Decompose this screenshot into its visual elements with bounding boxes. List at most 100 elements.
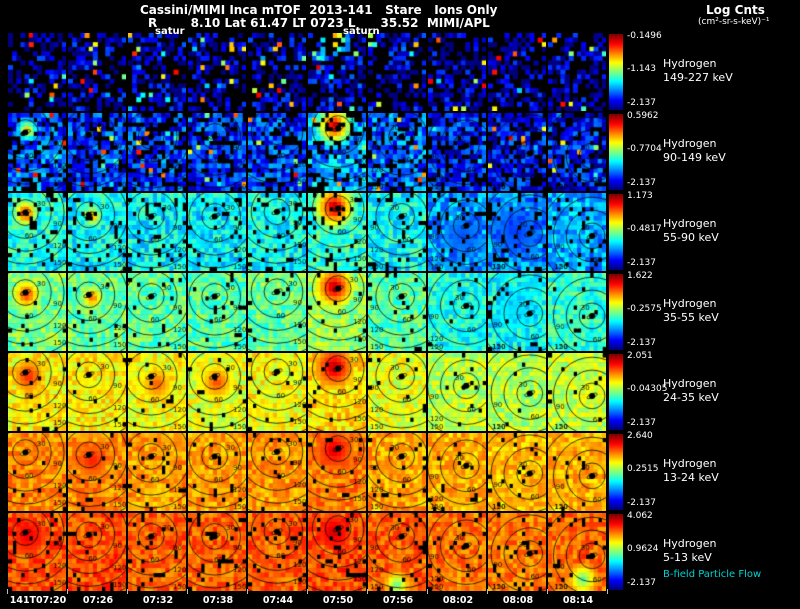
heatmap-panel-r5c8 <box>488 433 546 511</box>
bfield-flow-label: B-field Particle Flow <box>663 569 762 580</box>
heatmap-panel-r5c9 <box>548 433 606 511</box>
heatmap-panel-r5c7 <box>428 433 486 511</box>
colorbar-scale_max-r4: 2.051 <box>627 351 653 361</box>
heatmap-panel-r0c8 <box>488 33 546 111</box>
time-label-0: 141T07:20 <box>9 595 67 606</box>
colorbar-r4 <box>609 354 623 430</box>
heatmap-panel-r6c8 <box>488 513 546 591</box>
heatmap-panel-r4c4 <box>248 353 306 431</box>
colorbar-r0 <box>609 34 623 110</box>
heatmap-panel-r0c0 <box>8 33 66 111</box>
heatmap-panel-r6c0 <box>8 513 66 591</box>
colorbar-scale_max-r0: -0.1496 <box>627 31 662 41</box>
time-tick-3 <box>187 589 188 594</box>
time-label-1: 07:26 <box>82 595 114 606</box>
heatmap-panel-r1c5 <box>308 113 366 191</box>
time-tick-2 <box>127 589 128 594</box>
heatmap-panel-r4c0 <box>8 353 66 431</box>
heatmap-panel-r4c6 <box>368 353 426 431</box>
colorbar-scale_min-r6: -2.137 <box>627 578 657 588</box>
heatmap-panel-r1c1 <box>68 113 126 191</box>
heatmap-panel-r1c9 <box>548 113 606 191</box>
heatmap-panel-r5c1 <box>68 433 126 511</box>
heatmap-panel-r2c7 <box>428 193 486 271</box>
energy-label-r4: 24-35 keV <box>663 391 719 404</box>
heatmap-panel-r5c6 <box>368 433 426 511</box>
colorbar-scale_mid-r2: -0.4817 <box>627 224 662 234</box>
heatmap-panel-r6c1 <box>68 513 126 591</box>
heatmap-panel-r5c2 <box>128 433 186 511</box>
heatmap-panel-r0c5 <box>308 33 366 111</box>
time-tick-9 <box>547 589 548 594</box>
colorbar-scale_mid-r4: -0.04305 <box>627 384 668 394</box>
time-label-7: 08:02 <box>442 595 474 606</box>
colorbar-scale_mid-r6: 0.9624 <box>627 544 659 554</box>
heatmap-panel-r2c2 <box>128 193 186 271</box>
heatmap-panel-r5c5 <box>308 433 366 511</box>
heatmap-panel-r6c4 <box>248 513 306 591</box>
energy-label-r2: 55-90 keV <box>663 231 719 244</box>
time-label-2: 07:32 <box>142 595 174 606</box>
heatmap-panel-r3c8 <box>488 273 546 351</box>
colorbar-scale_max-r2: 1.173 <box>627 191 653 201</box>
time-label-3: 07:38 <box>202 595 234 606</box>
energy-label-r0: 149-227 keV <box>663 71 733 84</box>
heatmap-panel-r3c4 <box>248 273 306 351</box>
heatmap-panel-r4c5 <box>308 353 366 431</box>
plot-title: Cassini/MIMI Inca mTOF 2013-141 Stare Io… <box>140 3 498 17</box>
heatmap-panel-r4c2 <box>128 353 186 431</box>
heatmap-panel-r0c6 <box>368 33 426 111</box>
colorbar-legend-units: (cm²-sr-s-keV)⁻¹ <box>698 17 770 27</box>
heatmap-panel-r6c6 <box>368 513 426 591</box>
heatmap-panel-r6c7 <box>428 513 486 591</box>
heatmap-panel-r3c5 <box>308 273 366 351</box>
colorbar-scale_min-r2: -2.137 <box>627 258 657 268</box>
colorbar-r2 <box>609 194 623 270</box>
heatmap-panel-r2c5 <box>308 193 366 271</box>
species-label-r3: Hydrogen <box>663 297 717 310</box>
heatmap-panel-r0c1 <box>68 33 126 111</box>
heatmap-panel-r2c9 <box>548 193 606 271</box>
saturn-marker-label-1: satur <box>155 26 185 37</box>
time-tick-0 <box>7 589 8 594</box>
heatmap-panel-r4c8 <box>488 353 546 431</box>
colorbar-scale_min-r3: -2.137 <box>627 338 657 348</box>
energy-label-r1: 90-149 keV <box>663 151 726 164</box>
heatmap-panel-r1c0 <box>8 113 66 191</box>
species-label-r0: Hydrogen <box>663 57 717 70</box>
heatmap-panel-r2c6 <box>368 193 426 271</box>
energy-label-r6: 5-13 keV <box>663 551 712 564</box>
heatmap-panel-r0c2 <box>128 33 186 111</box>
energy-label-r5: 13-24 keV <box>663 471 719 484</box>
time-tick-7 <box>427 589 428 594</box>
colorbar-scale_min-r1: -2.137 <box>627 178 657 188</box>
heatmap-panel-r3c0 <box>8 273 66 351</box>
heatmap-panel-r1c8 <box>488 113 546 191</box>
colorbar-scale_min-r4: -2.137 <box>627 418 657 428</box>
heatmap-panel-r3c6 <box>368 273 426 351</box>
heatmap-panel-r2c3 <box>188 193 246 271</box>
heatmap-panel-r4c7 <box>428 353 486 431</box>
time-label-5: 07:50 <box>322 595 354 606</box>
colorbar-scale_max-r1: 0.5962 <box>627 111 659 121</box>
heatmap-panel-r6c2 <box>128 513 186 591</box>
colorbar-scale_mid-r0: -1.143 <box>627 64 657 74</box>
heatmap-panel-r3c1 <box>68 273 126 351</box>
heatmap-panel-r0c9 <box>548 33 606 111</box>
species-label-r1: Hydrogen <box>663 137 717 150</box>
species-label-r2: Hydrogen <box>663 217 717 230</box>
plot-subtitle: R 8.10 Lat 61.47 LT 0723 L 35.52 MIMI/AP… <box>148 16 490 30</box>
heatmap-panel-r4c1 <box>68 353 126 431</box>
species-label-r6: Hydrogen <box>663 537 717 550</box>
species-label-r5: Hydrogen <box>663 457 717 470</box>
heatmap-panel-r3c7 <box>428 273 486 351</box>
time-tick-6 <box>367 589 368 594</box>
colorbar-scale_mid-r1: -0.7704 <box>627 144 662 154</box>
heatmap-panel-r1c7 <box>428 113 486 191</box>
heatmap-panel-r1c3 <box>188 113 246 191</box>
heatmap-panel-r4c3 <box>188 353 246 431</box>
colorbar-scale_mid-r5: 0.2515 <box>627 464 659 474</box>
colorbar-r3 <box>609 274 623 350</box>
colorbar-r6 <box>609 514 623 590</box>
heatmap-panel-r5c0 <box>8 433 66 511</box>
